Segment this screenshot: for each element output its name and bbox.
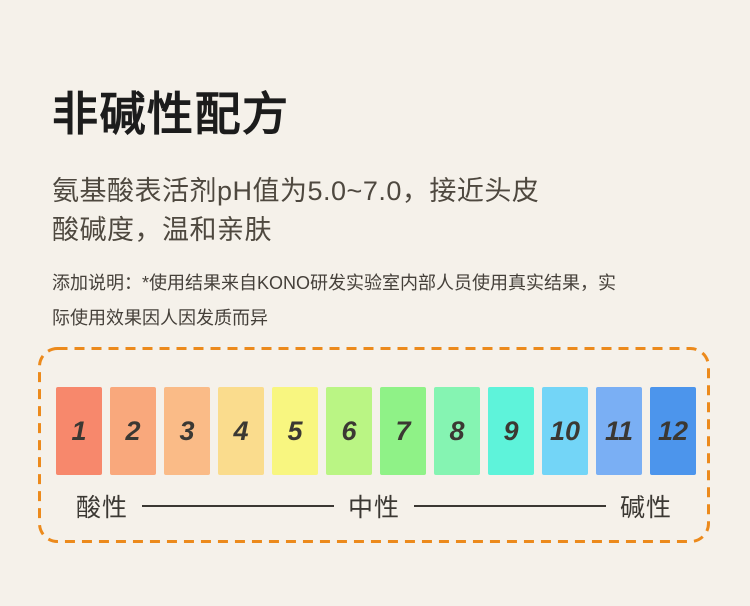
subtitle: 氨基酸表活剂pH值为5.0~7.0，接近头皮 酸碱度，温和亲肤 [52,172,539,250]
subtitle-line-2: 酸碱度，温和亲肤 [52,215,272,245]
ph-block-6: 6 [326,387,372,475]
label-neutral: 中性 [348,494,401,522]
ph-block-4: 4 [218,387,264,475]
ph-block-2: 2 [110,387,156,475]
ph-block-1: 1 [56,387,102,475]
divider-line-left [142,505,334,507]
disclaimer-line-1: 添加说明：*使用结果来自KONO研发实验室内部人员使用真实结果，实 [52,273,617,293]
ph-scale-panel: 1 2 3 4 5 6 7 8 9 10 11 12 酸性 中性 碱性 [38,347,710,543]
ph-block-7: 7 [380,387,426,475]
subtitle-line-1: 氨基酸表活剂pH值为5.0~7.0，接近头皮 [52,176,540,206]
disclaimer-note: 添加说明：*使用结果来自KONO研发实验室内部人员使用真实结果，实 际使用效果因… [52,266,652,336]
page-title: 非碱性配方 [52,88,290,140]
ph-block-8: 8 [434,387,480,475]
label-acidic: 酸性 [76,494,129,522]
ph-block-12: 12 [650,387,696,475]
ph-block-3: 3 [164,387,210,475]
label-alkaline: 碱性 [620,494,673,522]
ph-region-labels: 酸性 中性 碱性 [38,491,710,522]
dashed-border [38,347,710,543]
ph-block-row: 1 2 3 4 5 6 7 8 9 10 11 12 [56,387,696,475]
dashed-border-rect [38,347,710,543]
ph-block-5: 5 [272,387,318,475]
ph-block-9: 9 [488,387,534,475]
ph-block-10: 10 [542,387,588,475]
disclaimer-line-2: 际使用效果因人因发质而异 [52,308,268,328]
divider-line-right [414,505,606,507]
ph-block-11: 11 [596,387,642,475]
